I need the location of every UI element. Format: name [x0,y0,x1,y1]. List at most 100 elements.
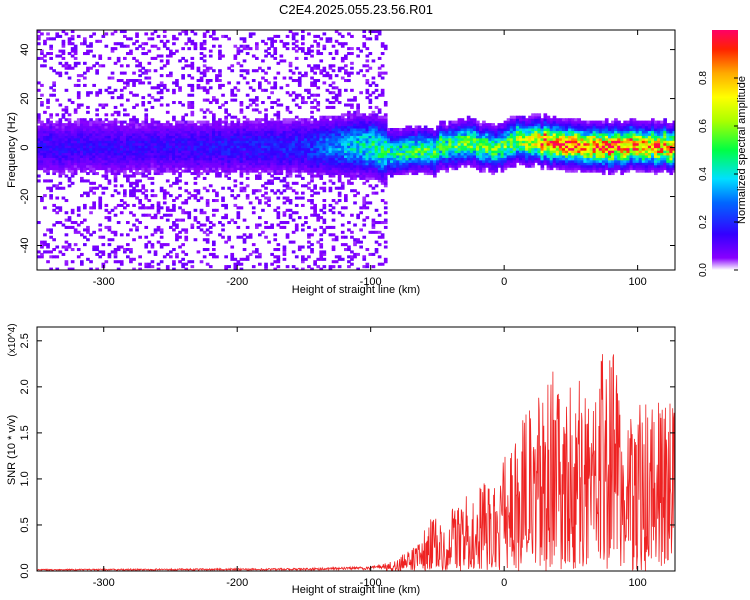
spectrogram-cell [350,164,354,168]
spectrogram-cell [307,142,311,146]
spectrogram-cell [291,79,296,83]
spectrogram-cell [261,194,265,198]
spectrogram-cell [282,245,287,249]
spectrogram-cell [472,125,477,129]
spectrogram-cell [208,157,213,161]
spectrogram-cell [138,74,142,78]
spectrogram-cell [436,147,440,151]
spectrogram-cell [126,221,130,225]
spectrogram-cell [285,174,290,178]
spectrogram-cell [264,140,268,144]
spectrogram-cell [162,194,167,198]
spectrogram-cell [64,32,69,36]
spectrogram-cell [383,169,388,173]
spectrogram-cell [288,93,293,97]
spectrogram-cell [132,137,136,141]
spectrogram-cell [448,164,453,168]
spectrogram-cell [337,167,342,171]
spectrogram-cell [423,169,428,173]
spectrogram-cell [439,130,443,134]
spectrogram-cell [288,201,293,205]
spectrogram-cell [371,113,376,117]
spectrogram-cell [436,150,440,154]
spectrogram-cell [147,172,152,176]
spectrogram-cell [193,167,198,171]
spectrogram-cell [113,132,118,136]
spectrogram-cell [245,167,250,171]
spectrogram-cell [181,169,185,173]
spectrogram-cell [49,267,53,270]
spectrogram-cell [301,152,305,156]
spectrogram-cell [76,118,81,122]
spectrogram-cell [215,152,219,156]
spectrogram-cell [119,30,124,34]
spectrogram-cell [178,125,182,129]
spectrogram-cell [104,44,109,48]
spectrogram-cell [396,164,400,168]
spectrogram-cell [423,130,428,134]
spectrogram-cell [110,120,115,124]
spectrogram-cell [331,248,336,252]
spectrogram-cell [340,42,345,46]
spectrogram-cell [156,54,161,58]
spectrogram-cell [67,157,72,161]
spectrogram-cell [37,150,41,154]
spectrogram-cell [433,135,437,139]
spectrogram-cell [258,120,262,124]
spectrogram-cell [380,76,385,80]
spectrogram-cell [288,186,293,190]
spectrogram-cell [92,145,96,149]
spectrogram-cell [61,142,66,146]
spectrogram-cell [205,140,210,144]
spectrogram-cell [104,150,109,154]
spectrogram-cell [132,223,136,227]
spectrogram-cell [98,228,103,232]
spectrogram-cell [126,137,130,141]
spectrogram-cell [374,115,379,119]
spectrogram-cell [276,189,281,193]
spectrogram-cell [37,157,41,161]
spectrogram-cell [383,176,388,180]
spectrogram-cell [270,225,274,229]
spectrogram-cell [362,64,367,68]
spectrogram-cell [347,79,351,83]
spectrogram-cell [445,167,449,171]
spectrogram-cell [190,260,195,264]
spectrogram-cell [405,164,410,168]
spectrogram-cell [258,110,262,114]
spectrogram-cell [70,34,75,38]
spectrogram-cell [267,125,271,129]
spectrogram-cell [64,225,69,229]
spectrogram-cell [212,135,216,139]
spectrogram-cell [199,42,204,46]
spectrogram-cell [267,52,271,56]
spectrogram-cell [377,154,382,158]
spectrogram-cell [377,162,382,166]
spectrogram-cell [64,130,69,134]
spectrogram-cell [107,255,112,259]
spectrogram-cell [445,169,449,173]
spectrogram-cell [248,103,253,107]
spectrogram-cell [258,152,262,156]
spectrogram-cell [285,167,290,171]
spectrogram-cell [251,157,256,161]
spectrogram-cell [255,169,259,173]
spectrogram-cell [156,162,161,166]
spectrogram-cell [411,142,416,146]
spectrogram-cell [310,243,314,247]
spectrogram-cell [448,147,453,151]
spectrogram-cell [64,128,69,132]
spectrogram-cell [73,64,78,68]
spectrogram-cell [331,123,336,127]
spectrogram-cell [233,184,238,188]
spectrogram-cell [89,42,93,46]
spectrogram-cell [150,189,155,193]
spectrogram-cell [291,164,296,168]
spectrogram-cell [199,52,204,56]
spectrogram-cell [340,186,345,190]
spectrogram-cell [98,140,103,144]
spectrogram-cell [116,147,121,151]
spectrogram-cell [89,137,93,141]
spectrogram-cell [73,130,78,134]
spectrogram-cell [359,176,363,180]
